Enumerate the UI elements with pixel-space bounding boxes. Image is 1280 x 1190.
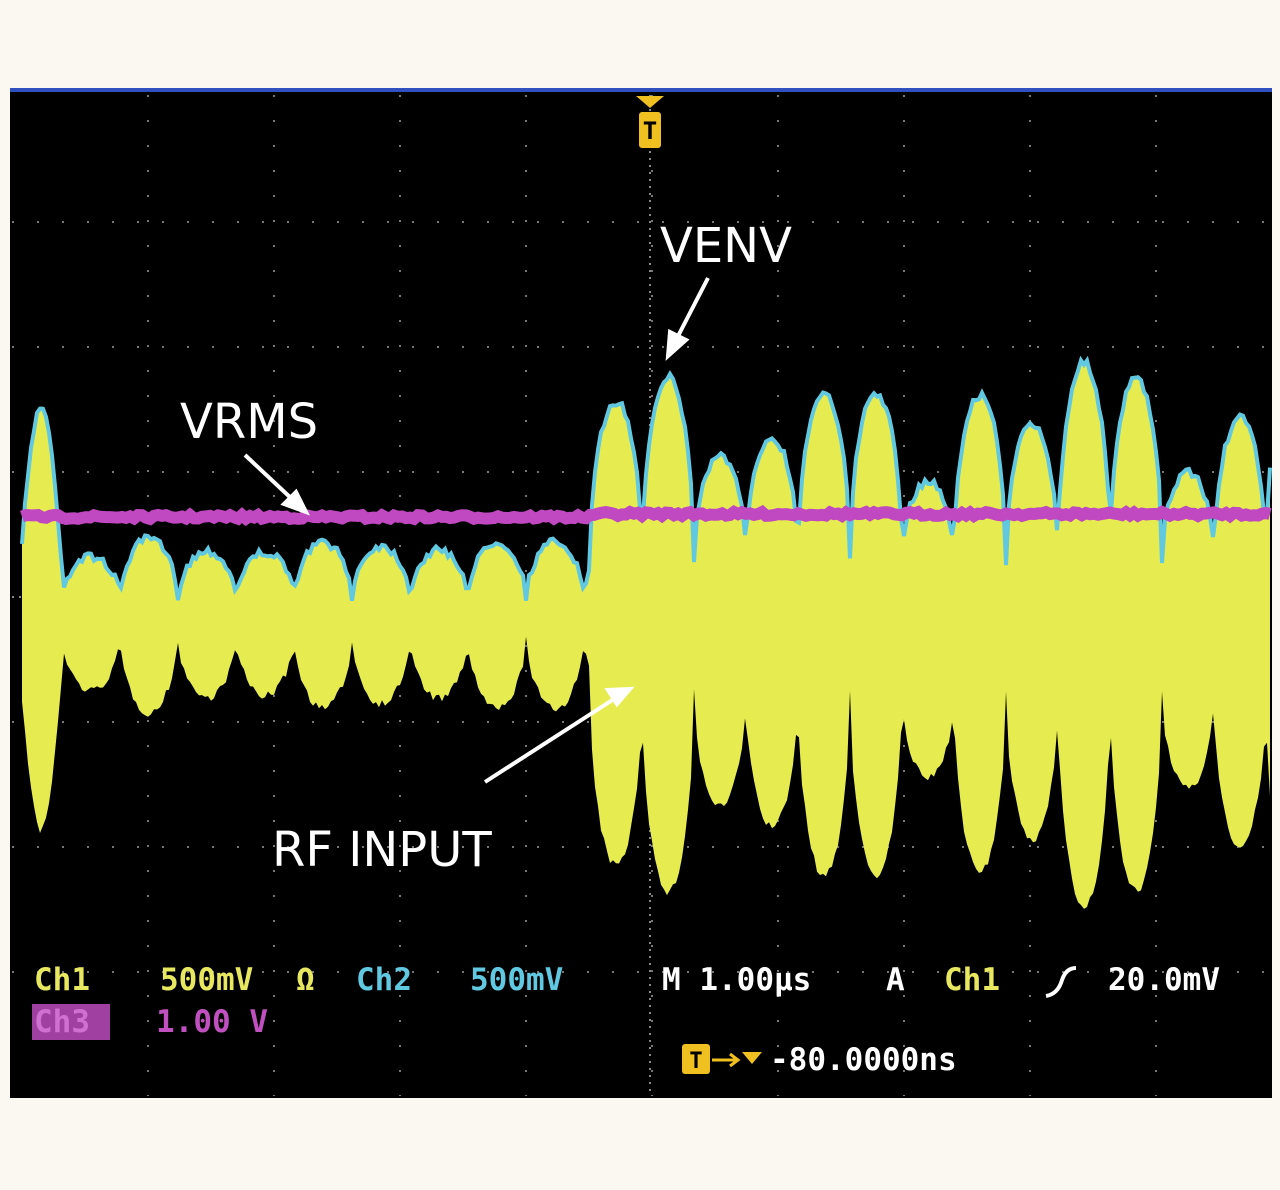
trigger-source: Ch1 <box>944 962 1000 998</box>
venv-arrow <box>674 277 710 341</box>
vrms-trace <box>20 504 1272 527</box>
offset-trigger-box <box>682 1044 710 1074</box>
ch3-label: Ch3 <box>34 1004 90 1040</box>
ch1-label: Ch1 <box>34 962 90 998</box>
waveforms <box>20 355 1272 909</box>
rf-arrow <box>483 697 616 784</box>
trigger-marker: T <box>643 117 657 145</box>
trigger-arrow <box>636 96 664 108</box>
trigger-level: 20.0mV <box>1108 962 1220 998</box>
ch1-coupling: Ω <box>296 962 315 998</box>
ch1-scale: 500mV <box>160 962 253 998</box>
venv-label: VENV <box>660 218 792 274</box>
vrms-arrowhead <box>280 488 311 516</box>
offset-trigger-marker: T <box>689 1049 702 1074</box>
ch2-label: Ch2 <box>356 962 412 998</box>
screen-border <box>10 88 1272 92</box>
venv-arrowhead <box>665 328 690 361</box>
timebase: M 1.00µs <box>662 962 811 998</box>
trigger-box <box>639 112 661 148</box>
venv-trace <box>20 355 1272 602</box>
slope-icon <box>1045 966 1077 998</box>
rf-arrowhead <box>604 686 635 708</box>
trigger-offset: -80.0000ns <box>770 1042 957 1078</box>
ch2-scale: 500mV <box>470 962 563 998</box>
vrms-arrow <box>243 453 295 502</box>
rf-input-label: RF INPUT <box>272 822 492 878</box>
ch3-box <box>32 1004 110 1040</box>
arrows <box>243 277 710 784</box>
offset-triangle <box>742 1052 762 1064</box>
vrms-label: VRMS <box>180 394 318 450</box>
ch3-scale: 1.00 V <box>156 1004 268 1040</box>
offset-arrow <box>712 1052 741 1068</box>
trigger-mode: A <box>886 962 905 998</box>
